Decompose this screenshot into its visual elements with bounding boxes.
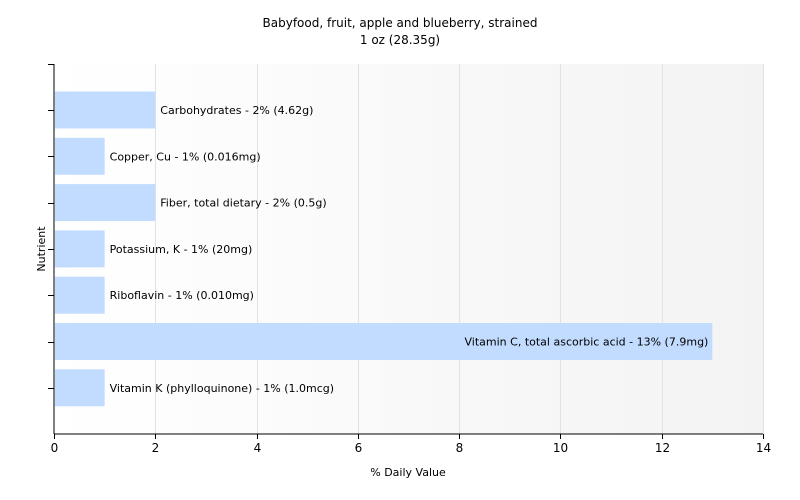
x-tick-label: 8 — [456, 441, 464, 455]
bar-label: Vitamin K (phylloquinone) - 1% (1.0mcg) — [110, 382, 334, 395]
bar — [55, 276, 105, 314]
gridlines — [155, 64, 764, 434]
bar-label: Vitamin C, total ascorbic acid - 13% (7.… — [465, 336, 709, 349]
x-tick-label: 0 — [51, 441, 59, 455]
bar-label: Copper, Cu - 1% (0.016mg) — [110, 150, 261, 163]
plot-background — [54, 64, 763, 434]
x-tick-label: 2 — [152, 441, 160, 455]
bar — [55, 323, 713, 360]
x-tick-label: 10 — [553, 441, 568, 455]
chart-subtitle: 1 oz (28.35g) — [360, 33, 440, 47]
bar-label: Carbohydrates - 2% (4.62g) — [160, 104, 313, 117]
bar-label: Potassium, K - 1% (20mg) — [110, 243, 253, 256]
x-tick-label: 4 — [254, 441, 262, 455]
x-tick-label: 12 — [655, 441, 670, 455]
bar — [55, 369, 105, 407]
bar-label: Fiber, total dietary - 2% (0.5g) — [160, 197, 326, 210]
bar — [55, 184, 156, 222]
x-axis-title: % Daily Value — [370, 466, 446, 479]
bar — [55, 230, 105, 268]
x-tick-label: 6 — [355, 441, 363, 455]
x-tick-label: 14 — [756, 441, 771, 455]
ticks: 0 2 4 6 8 10 12 14 — [48, 64, 771, 455]
bar — [55, 137, 105, 175]
y-axis-title: Nutrient — [35, 226, 48, 272]
bars: Carbohydrates - 2% (4.62g) Copper, Cu - 1… — [55, 91, 713, 407]
chart-title: Babyfood, fruit, apple and blueberry, st… — [263, 16, 538, 30]
bar-label: Riboflavin - 1% (0.010mg) — [110, 289, 254, 302]
bar — [55, 91, 156, 129]
